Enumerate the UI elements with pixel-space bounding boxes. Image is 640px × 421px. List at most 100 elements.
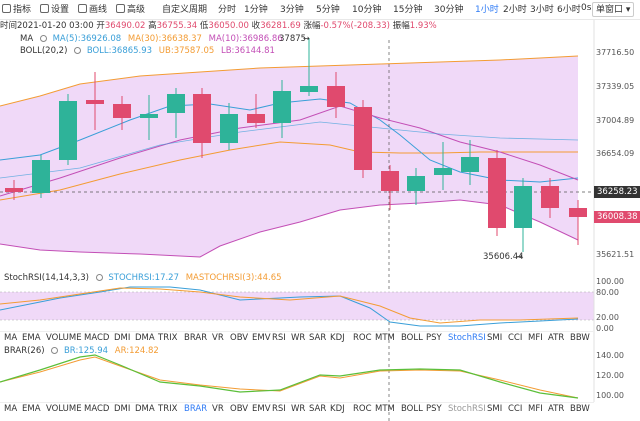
indicator-tab-rsi-row2[interactable]: RSI [272, 404, 286, 414]
indicator-tab-boll-row1[interactable]: BOLL [401, 333, 423, 343]
timeframe-more[interactable]: 0s [581, 3, 592, 13]
indicator-tab-roc-row1[interactable]: ROC [353, 333, 372, 343]
tf-6hour[interactable]: 6小时 [557, 5, 581, 15]
indicator-tab-wr-row1[interactable]: WR [291, 333, 306, 343]
indicator-tab-mfi-row2[interactable]: MFI [528, 404, 543, 414]
indicator-tab-wr-row2[interactable]: WR [291, 404, 306, 414]
indicator-tab-dma-row2[interactable]: DMA [135, 404, 155, 414]
tf-1min[interactable]: 1分钟 [244, 5, 268, 15]
tf-fenshi[interactable]: 分时 [218, 5, 237, 15]
indicator-tab-brar-row1[interactable]: BRAR [184, 333, 208, 343]
candle-body[interactable] [300, 86, 318, 92]
indicator-tab-roc-row2[interactable]: ROC [353, 404, 372, 414]
indicator-button[interactable]: 指标 [2, 3, 31, 17]
brar-ar-line [0, 356, 579, 399]
tf-30min[interactable]: 30分钟 [434, 5, 464, 15]
candle-body[interactable] [488, 158, 506, 228]
indicator-tab-rsi-row1[interactable]: RSI [272, 333, 286, 343]
tf-3hour[interactable]: 3小时 [530, 5, 554, 15]
tf-1hour[interactable]: 1小时 [475, 5, 499, 15]
indicator-tab-psy-row1[interactable]: PSY [426, 333, 442, 343]
tf-5min[interactable]: 5分钟 [316, 5, 340, 15]
indicator-tab-smi-row2[interactable]: SMI [487, 404, 503, 414]
indicator-tab-atr-row1[interactable]: ATR [548, 333, 565, 343]
custom-period-button[interactable]: 自定义周期 [162, 5, 208, 15]
candle-body[interactable] [434, 168, 452, 175]
indicator-tab-mtm-row2[interactable]: MTM [375, 404, 395, 414]
indicator-tab-smi-row1[interactable]: SMI [487, 333, 503, 343]
indicator-tab-ma-row2[interactable]: MA [4, 404, 18, 414]
candle-body[interactable] [407, 176, 425, 191]
indicator-tab-emv-row1[interactable]: EMV [252, 333, 271, 343]
ma30-line [0, 141, 578, 201]
indicator-tab-obv-row2[interactable]: OBV [230, 404, 249, 414]
indicator-tab-brar-row2[interactable]: BRAR [184, 404, 208, 414]
candle-body[interactable] [32, 160, 50, 193]
candle-body[interactable] [140, 114, 158, 118]
indicator-tab-emv-row2[interactable]: EMV [252, 404, 271, 414]
tf-3min[interactable]: 3分钟 [280, 5, 304, 15]
indicator-tab-cci-row1[interactable]: CCI [508, 333, 523, 343]
indicator-tab-atr-row2[interactable]: ATR [548, 404, 565, 414]
gear-icon[interactable] [95, 274, 103, 281]
indicator-tab-volume-row1[interactable]: VOLUME [46, 333, 82, 343]
candle-body[interactable] [541, 186, 559, 208]
indicator-tab-sar-row2[interactable]: SAR [309, 404, 327, 414]
indicator-tab-stochrsi-row2[interactable]: StochRSI [448, 404, 486, 414]
last-price-tag: 36008.38 [594, 211, 640, 223]
candle-body[interactable] [461, 157, 479, 172]
indicator-tab-mtm-row1[interactable]: MTM [375, 333, 395, 343]
candle-body[interactable] [381, 171, 399, 191]
indicator-tab-vr-row2[interactable]: VR [212, 404, 224, 414]
indicator-tab-psy-row2[interactable]: PSY [426, 404, 442, 414]
gear-icon[interactable] [39, 35, 47, 42]
candle-body[interactable] [247, 114, 265, 123]
candle-body[interactable] [59, 101, 77, 160]
indicator-tab-cci-row2[interactable]: CCI [508, 404, 523, 414]
gear-icon[interactable] [51, 347, 59, 354]
indicator-tab-bbw-row1[interactable]: BBW [570, 333, 590, 343]
indicator-tab-dmi-row1[interactable]: DMI [114, 333, 131, 343]
indicator-tab-macd-row1[interactable]: MACD [84, 333, 110, 343]
tf-2hour[interactable]: 2小时 [503, 5, 527, 15]
indicator-tab-macd-row2[interactable]: MACD [84, 404, 110, 414]
indicator-tab-vr-row1[interactable]: VR [212, 333, 224, 343]
candle-body[interactable] [569, 208, 587, 217]
tf-10min[interactable]: 10分钟 [352, 5, 382, 15]
candle-body[interactable] [273, 91, 291, 123]
indicator-tab-ma-row1[interactable]: MA [4, 333, 18, 343]
candle-body[interactable] [113, 104, 131, 118]
tf-15min[interactable]: 15分钟 [393, 5, 423, 15]
gear-icon[interactable] [74, 47, 82, 54]
candle-body[interactable] [167, 94, 185, 113]
indicator-tab-obv-row1[interactable]: OBV [230, 333, 249, 343]
candle-body[interactable] [220, 114, 238, 143]
draw-line-button[interactable]: 画线 [78, 3, 107, 17]
stoch-axis-0: 0.00 [596, 324, 614, 333]
single-window-button[interactable]: 单窗口 ▾ [592, 2, 635, 17]
indicator-tab-sar-row1[interactable]: SAR [309, 333, 327, 343]
stochrsi-legend-name: StochRSI(14,14,3,3) [4, 273, 89, 283]
candle-body[interactable] [193, 94, 211, 143]
indicator-tab-bbw-row2[interactable]: BBW [570, 404, 590, 414]
candle-body[interactable] [354, 107, 372, 170]
settings-button[interactable]: 设置 [40, 3, 69, 17]
indicator-tab-volume-row2[interactable]: VOLUME [46, 404, 82, 414]
candle-body[interactable] [327, 86, 345, 107]
candle-body[interactable] [86, 100, 104, 104]
indicator-tab-trix-row1[interactable]: TRIX [158, 333, 178, 343]
indicator-tab-kdj-row2[interactable]: KDJ [330, 404, 345, 414]
candle-body[interactable] [5, 188, 23, 192]
candle-body[interactable] [514, 186, 532, 228]
indicator-tab-mfi-row1[interactable]: MFI [528, 333, 543, 343]
indicator-tab-dma-row1[interactable]: DMA [135, 333, 155, 343]
indicator-tab-boll-row2[interactable]: BOLL [401, 404, 423, 414]
indicator-tab-ema-row1[interactable]: EMA [22, 333, 41, 343]
indicator-tab-ema-row2[interactable]: EMA [22, 404, 41, 414]
indicator-tab-kdj-row1[interactable]: KDJ [330, 333, 345, 343]
indicator-tab-dmi-row2[interactable]: DMI [114, 404, 131, 414]
indicator-tab-trix-row2[interactable]: TRIX [158, 404, 178, 414]
advanced-button[interactable]: 高级 [116, 3, 145, 17]
indicator-tab-stochrsi-row1[interactable]: StochRSI [448, 333, 486, 343]
